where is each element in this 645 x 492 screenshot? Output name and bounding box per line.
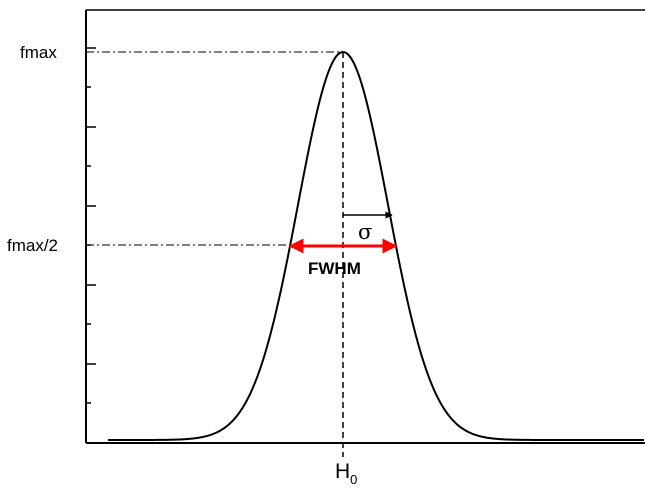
y-axis-ticks (86, 47, 96, 404)
center-label: H0 (335, 460, 357, 487)
center-label-main: H (335, 460, 350, 483)
fmax-label: fmax (20, 43, 57, 62)
center-label-sub: 0 (350, 472, 357, 487)
gaussian-curve (108, 51, 644, 441)
fmax-half-label: fmax/2 (7, 236, 58, 255)
fwhm-label: FWHM (308, 259, 361, 278)
sigma-label: σ (358, 220, 372, 244)
